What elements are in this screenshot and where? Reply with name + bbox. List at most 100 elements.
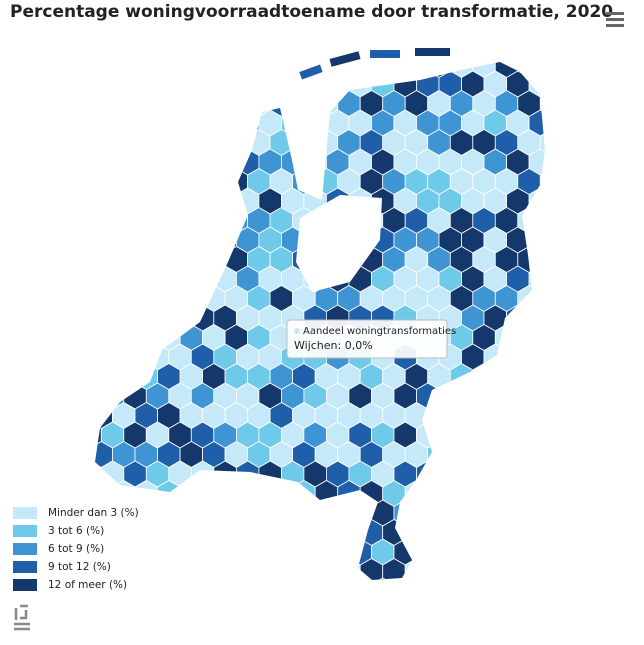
region [95,382,102,410]
region [528,538,545,566]
region [95,265,102,293]
region [247,62,271,78]
region [124,32,147,58]
region [112,62,136,78]
region [134,324,158,351]
region [371,577,395,580]
region [95,168,113,195]
region [269,480,294,507]
region [314,558,339,580]
islands [299,48,450,80]
region [112,324,136,351]
region [494,519,519,546]
region [483,460,508,488]
region [134,90,158,117]
menu-button[interactable] [606,12,624,27]
logo-shape [14,604,30,631]
region [528,343,545,371]
region [179,207,204,234]
legend-label: Minder dan 3 (%) [48,507,139,519]
region [529,32,552,58]
region [213,148,237,176]
region [202,168,226,195]
region [314,519,339,546]
region [179,90,204,117]
region [461,577,485,580]
region [235,70,260,98]
region [528,421,545,449]
region [224,90,249,117]
region [506,382,530,410]
region [280,499,305,527]
region [494,480,519,507]
region [247,480,271,507]
region [100,109,125,137]
region [472,402,496,429]
tooltip-box [286,319,448,359]
region [191,32,214,58]
tooltip-text: Wijchen: 0,0% [294,339,373,352]
region [157,62,181,78]
region [145,109,170,137]
title: Percentage woningvoorraadtoename door tr… [10,2,613,22]
region [348,226,372,254]
region [179,62,204,78]
region [539,363,545,390]
region [157,168,181,195]
region [461,421,485,449]
region [179,129,204,156]
region [168,265,192,293]
region [438,421,462,449]
region [100,187,125,215]
region [213,187,237,215]
region [325,226,350,254]
region [202,519,226,546]
region [539,129,545,156]
region [213,70,237,98]
region [213,538,237,566]
region [269,558,294,580]
region [517,324,541,351]
region [101,32,124,58]
region [517,558,541,580]
region [258,499,282,527]
region [539,246,545,273]
region [100,148,125,176]
region [427,519,451,546]
region [157,129,181,156]
region [224,558,249,580]
region [190,538,215,566]
region [123,538,147,566]
region [348,577,372,580]
menu-line [606,12,624,15]
region [438,499,462,527]
region [157,519,181,546]
region [179,558,204,580]
region [304,32,327,58]
region [213,109,237,137]
region [539,168,545,195]
region [202,129,226,156]
region [168,70,192,98]
legend-label: 3 tot 6 (%) [48,525,104,537]
region [224,480,249,507]
legend-label: 9 tot 12 (%) [48,561,111,573]
region [123,70,147,98]
region [539,324,545,351]
region [269,519,294,546]
region [506,460,530,488]
region [134,129,158,156]
region [235,109,260,137]
region [169,32,192,58]
region [95,90,113,117]
tooltip: Aandeel woningtransformaties Wijchen: 0,… [286,319,456,359]
region [528,382,545,410]
region [337,246,361,273]
region [506,421,530,449]
region [145,577,170,580]
region [303,499,327,527]
region [483,421,508,449]
region [95,207,113,234]
map [95,32,552,580]
region [95,460,102,488]
